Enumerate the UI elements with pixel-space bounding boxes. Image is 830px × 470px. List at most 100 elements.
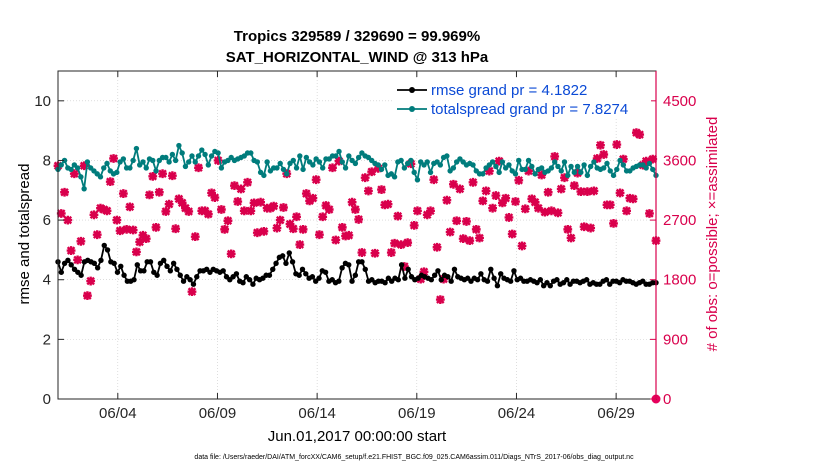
- obs-assimilated-point: [416, 274, 426, 284]
- obs-assimilated-point: [184, 207, 194, 216]
- obs-assimilated-point: [478, 196, 488, 206]
- obs-assimilated-point: [308, 193, 318, 203]
- totalspread-point: [176, 142, 182, 149]
- obs-assimilated-point: [194, 163, 203, 173]
- obs-assimilated-point: [579, 222, 589, 232]
- obs-assimilated-point: [494, 156, 504, 166]
- plot-area: 06/04 06/09 06/14 06/19 06/24 06/29 0 2 4 6 8 10 0 90…: [34, 70, 696, 422]
- totalspread-point: [133, 145, 140, 152]
- y-tick-label: 0: [43, 391, 51, 408]
- obs-assimilated-point: [386, 248, 396, 257]
- rmse-point: [68, 262, 74, 268]
- rmse-point: [398, 262, 405, 268]
- totalspread-point: [584, 172, 591, 179]
- obs-assimilated-point: [216, 205, 226, 214]
- obs-assimilated-point: [56, 209, 66, 218]
- obs-assimilated-point: [275, 215, 285, 225]
- x-axis-label: Jun.01,2017 00:00:00 start: [268, 428, 447, 445]
- rmse-point: [58, 269, 65, 275]
- rmse-point: [65, 257, 71, 264]
- obs-assimilated-point: [148, 171, 158, 181]
- legend-box: [392, 80, 651, 118]
- totalspread-point: [199, 147, 205, 153]
- totalspread-point: [130, 157, 136, 164]
- totalspread-point: [303, 154, 310, 161]
- rmse-point: [498, 271, 504, 277]
- obs-assimilated-point: [249, 198, 259, 208]
- y-tick-label: 10: [34, 93, 51, 110]
- totalspread-point: [114, 169, 120, 176]
- totalspread-point: [172, 157, 179, 164]
- totalspread-point: [300, 166, 306, 173]
- totalspread-point: [280, 166, 287, 173]
- totalspread-point: [522, 166, 528, 173]
- totalspread-point: [192, 159, 198, 165]
- totalspread-point: [74, 165, 81, 171]
- totalspread-point: [375, 162, 381, 168]
- obs-assimilated-point: [364, 186, 373, 196]
- totalspread-point: [591, 159, 597, 165]
- x-axis-ticks: 06/04 06/09 06/14 06/19 06/24 06/29: [99, 71, 635, 422]
- obs-assimilated-point: [118, 189, 128, 198]
- y-right-tick-label: 900: [663, 331, 688, 348]
- obs-assimilated-point: [455, 184, 465, 194]
- rmse-point: [246, 277, 253, 283]
- rmse-point: [359, 259, 365, 265]
- y-right-tick-label: 3600: [663, 152, 696, 169]
- obs-assimilated-point: [550, 152, 560, 161]
- totalspread-point: [581, 162, 587, 168]
- obs-assimilated-point: [622, 206, 631, 216]
- totalspread-point: [202, 151, 208, 158]
- y-tick-label: 6: [43, 212, 51, 229]
- rmse-point: [362, 266, 368, 272]
- totalspread-point: [512, 171, 519, 177]
- obs-assimilated-point: [301, 189, 311, 198]
- obs-assimilated-point: [125, 202, 135, 212]
- obs-assimilated-point: [223, 216, 233, 226]
- obs-assimilated-point: [220, 224, 230, 234]
- obs-assimilated-point: [288, 224, 298, 234]
- obs-assimilated-point: [488, 203, 498, 213]
- rmse-point: [491, 275, 497, 281]
- obs-assimilated-point: [295, 240, 305, 250]
- rmse-point: [233, 271, 240, 277]
- rmse-point: [121, 272, 127, 278]
- rmse-point: [194, 274, 200, 280]
- obs-assimilated-point: [484, 166, 494, 176]
- totalspread-point: [264, 159, 270, 165]
- obs-assimilated-point: [524, 166, 533, 176]
- rmse-point: [339, 265, 345, 271]
- rmse-point: [111, 260, 117, 267]
- y-axis-label: rmse and totalspread: [16, 164, 33, 305]
- totalspread-point: [561, 159, 568, 165]
- obs-assimilated-point: [347, 197, 357, 207]
- obs-assimilated-point: [458, 234, 468, 244]
- totalspread-point: [646, 160, 653, 167]
- y-axis-label-right: # of obs: o=possible; ×=assimilated: [704, 117, 721, 352]
- totalspread-point: [444, 153, 450, 159]
- totalspread-point: [120, 156, 127, 162]
- obs-assimilated-point: [517, 241, 527, 251]
- obs-assimilated-point: [190, 232, 200, 242]
- totalspread-point: [127, 165, 133, 171]
- obs-assimilated-point: [92, 230, 102, 240]
- totalspread-point: [610, 172, 617, 179]
- obs-assimilated-point: [122, 224, 132, 234]
- chart-title: Tropics 329589 / 329690 = 99.969%: [234, 28, 480, 45]
- rmse-point: [405, 266, 411, 272]
- totalspread-point: [61, 157, 68, 164]
- totalspread-point: [620, 162, 627, 168]
- totalspread-point: [81, 186, 87, 192]
- totalspread-point: [333, 153, 339, 159]
- obs-assimilated-point: [213, 156, 223, 165]
- totalspread-point: [261, 172, 267, 179]
- x-tick-label: 06/14: [298, 405, 336, 422]
- obs-assimilated-point: [164, 199, 174, 209]
- obs-assimilated-point: [246, 206, 256, 216]
- obs-assimilated-point: [445, 227, 455, 237]
- totalspread-point: [352, 160, 359, 167]
- obs-assimilated-point: [76, 236, 86, 246]
- totalspread-series: [55, 142, 659, 192]
- obs-assimilated-point: [609, 219, 618, 228]
- totalspread-point: [284, 171, 290, 177]
